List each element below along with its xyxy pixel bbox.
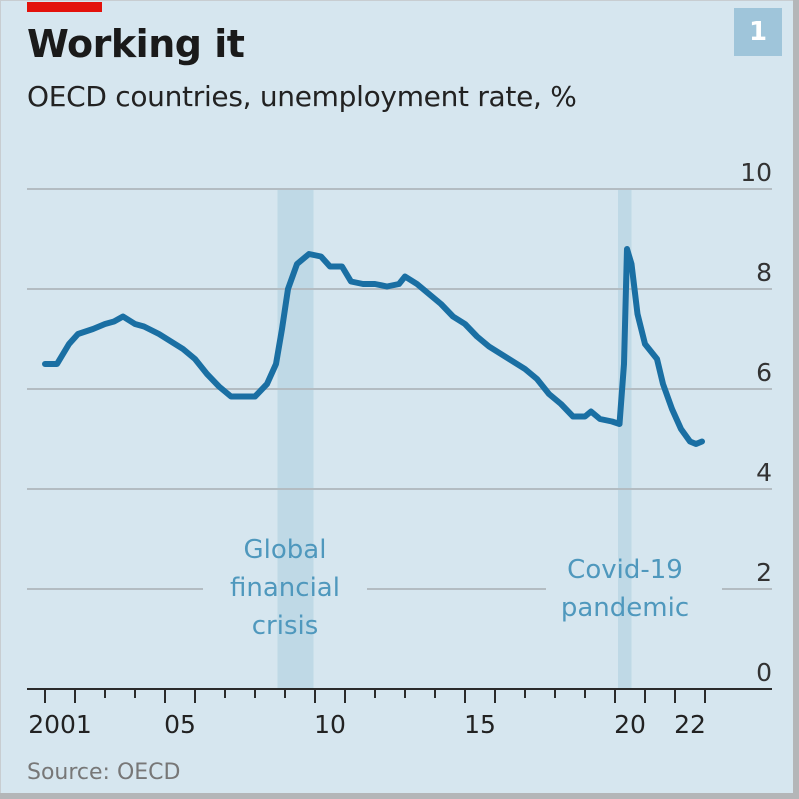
source-note: Source: OECD [27,760,181,785]
series-line-unemployment [42,246,705,447]
frame-edge-right [793,0,799,799]
annotation-gfc: financial [230,573,340,603]
series-layer [42,246,705,447]
x-axis [27,688,772,703]
chart-title: Working it [27,22,245,66]
annotation-gfc: Global [244,535,327,565]
brand-red-bar [27,2,102,12]
annotation-covid: Covid-19 [567,555,683,585]
x-axis-labels: 2001 05 10 15 20 22 [28,710,706,739]
x-tick-label: 2001 [28,710,92,739]
x-tick-label: 20 [614,710,646,739]
annotation-gfc: crisis [252,611,319,641]
x-tick-label: 10 [314,710,346,739]
annotation-covid: pandemic [561,593,689,623]
chart-subtitle: OECD countries, unemployment rate, % [27,80,577,113]
y-tick-label: 0 [756,658,772,687]
y-tick-label: 4 [756,458,772,487]
y-axis-labels: 10 8 6 4 2 0 [740,158,772,687]
x-tick-label: 22 [674,710,706,739]
y-tick-label: 8 [756,258,772,287]
x-tick-label: 05 [164,710,196,739]
chart-number-badge: 1 [734,8,782,56]
x-tick-label: 15 [464,710,496,739]
y-tick-label: 6 [756,358,772,387]
gridlines [27,188,772,590]
y-tick-label: 10 [740,158,772,187]
y-tick-label: 2 [756,558,772,587]
frame-edge-bottom [0,793,799,799]
annotations: Global financial crisis Covid-19 pandemic [230,535,689,641]
